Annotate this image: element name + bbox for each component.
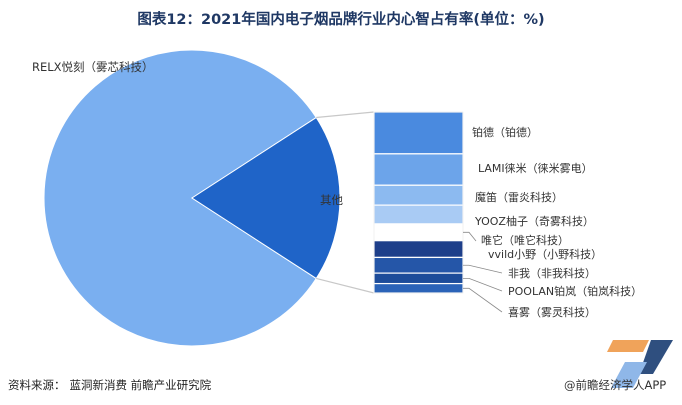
connector-lines bbox=[316, 111, 375, 294]
logo-icon bbox=[607, 340, 673, 388]
connector-line-top bbox=[316, 111, 375, 119]
pie-slice bbox=[43, 49, 317, 347]
bar-segment bbox=[373, 256, 464, 274]
chart-title: 图表12：2021年国内电子烟品牌行业内心智占有率(单位：%) bbox=[137, 12, 545, 28]
bar-segment bbox=[373, 153, 464, 186]
main-pie: RELX悦刻（雾芯科技） 其他 bbox=[32, 49, 343, 347]
breakdown-bar bbox=[373, 111, 464, 294]
breakdown-label: YOOZ柚子（奇雾科技） bbox=[474, 214, 594, 228]
bar-segment bbox=[373, 282, 464, 294]
leader-line bbox=[463, 264, 503, 274]
breakdown-label: 唯它（唯它科技） bbox=[481, 233, 569, 247]
pie-slice bbox=[191, 116, 341, 280]
breakdown-label: 铂德（铂德） bbox=[472, 125, 538, 139]
breakdown-label: 喜雾（雾灵科技） bbox=[508, 305, 596, 319]
breakdown-label: vvild小野（小野科技） bbox=[488, 247, 602, 261]
leader-line bbox=[463, 287, 503, 313]
bar-segment bbox=[373, 204, 464, 225]
leader-line bbox=[463, 231, 477, 242]
bar-segment bbox=[373, 223, 464, 242]
bar-outline bbox=[373, 111, 464, 294]
pie-label-main: RELX悦刻（雾芯科技） bbox=[32, 60, 154, 74]
leader-line bbox=[463, 277, 503, 292]
breakdown-label: 非我（非我科技） bbox=[508, 266, 596, 280]
brand-watermark: @前瞻经济学人APP bbox=[564, 378, 667, 392]
bar-segment bbox=[373, 240, 464, 259]
bar-segment bbox=[373, 184, 464, 206]
breakdown-label: 魔笛（雷炎科技） bbox=[475, 190, 563, 204]
pie-label-other: 其他 bbox=[320, 193, 343, 207]
source-text: 蓝洞新消费 前瞻产业研究院 bbox=[69, 378, 212, 392]
bar-segment bbox=[373, 272, 464, 285]
breakdown-labels: 铂德（铂德） LAMI徕米（徕米雾电） 魔笛（雷炎科技） YOOZ柚子（奇雾科技） 唯它… bbox=[463, 125, 642, 319]
source-note: 资料来源： 蓝洞新消费 前瞻产业研究院 bbox=[8, 377, 215, 393]
source-label: 资料来源： bbox=[8, 378, 66, 392]
bar-segment bbox=[373, 111, 464, 155]
breakdown-label: POOLAN铂岚（铂岚科技） bbox=[508, 284, 642, 298]
connector-line-bottom bbox=[316, 277, 375, 294]
breakdown-label: LAMI徕米（徕米雾电） bbox=[478, 161, 593, 175]
